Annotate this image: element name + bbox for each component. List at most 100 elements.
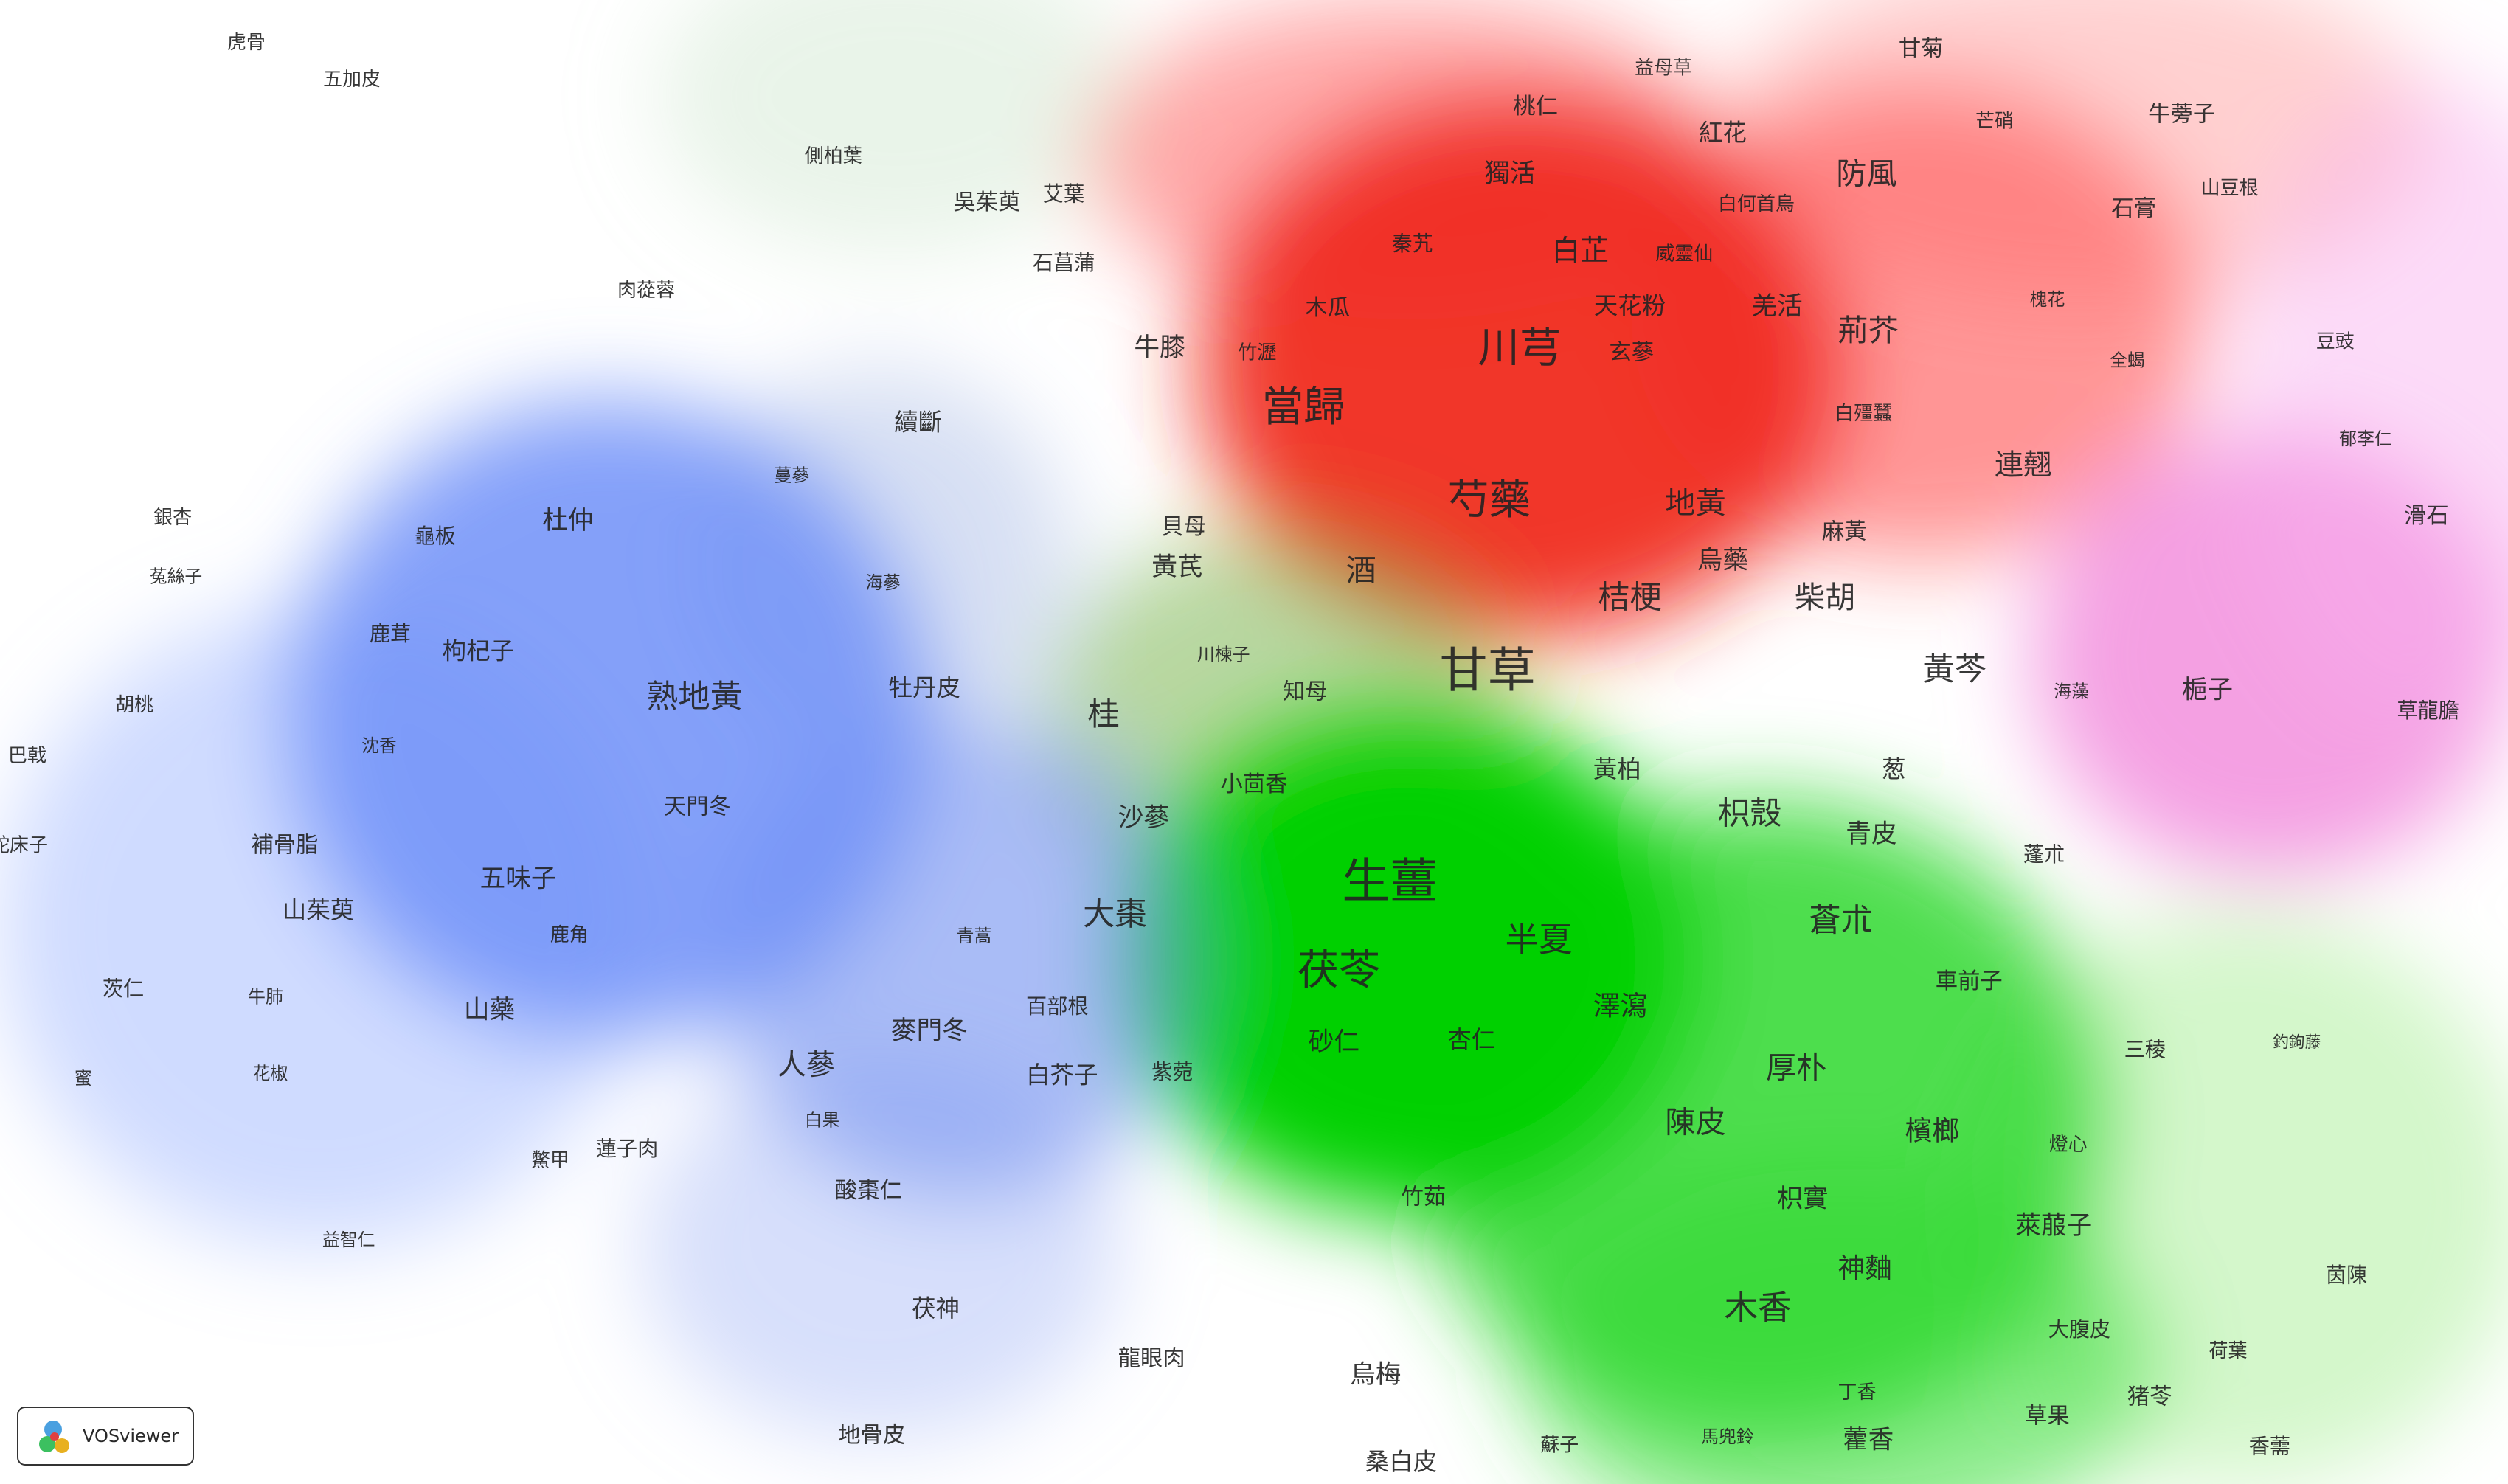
- term-label: 烏藥: [1697, 546, 1748, 575]
- term-label: 玄蔘: [1609, 340, 1654, 366]
- term-label: 甘菊: [1899, 36, 1944, 62]
- term-label: 荊芥: [1837, 313, 1898, 348]
- term-label: 續斷: [894, 409, 942, 437]
- term-label: 黃芩: [1922, 651, 1986, 688]
- term-label: 烏梅: [1350, 1360, 1401, 1390]
- term-label: 蓬朮: [2023, 842, 2065, 867]
- term-label: 五味子: [480, 864, 557, 894]
- term-label: 竹瀝: [1238, 342, 1276, 364]
- term-label: 草果: [2025, 1404, 2070, 1429]
- term-label: 山藥: [464, 995, 515, 1024]
- term-label: 茨仁: [103, 977, 144, 1001]
- term-label: 萊菔子: [2015, 1211, 2092, 1241]
- term-label: 牛蒡子: [2148, 102, 2215, 128]
- term-label: 人蔘: [777, 1049, 835, 1082]
- term-label: 花椒: [253, 1064, 288, 1084]
- term-label: 麥門冬: [891, 1016, 968, 1046]
- term-label: 神麯: [1837, 1252, 1892, 1284]
- term-label: 青蒿: [957, 926, 992, 946]
- term-label: 全蝎: [2110, 350, 2145, 371]
- term-label: 地骨皮: [838, 1423, 905, 1449]
- term-label: 紅花: [1699, 119, 1747, 147]
- term-label: 木瓜: [1305, 295, 1350, 321]
- term-label: 大棗: [1083, 896, 1147, 933]
- term-label: 芍藥: [1447, 476, 1531, 524]
- term-label: 石膏: [2111, 196, 2156, 222]
- term-label: 白何首烏: [1718, 193, 1795, 215]
- term-label: 蔓蔘: [774, 465, 809, 486]
- term-label: 當歸: [1262, 384, 1345, 431]
- term-label: 生薑: [1342, 854, 1438, 909]
- term-label: 蓮子肉: [596, 1137, 659, 1161]
- term-label: 龍眼肉: [1118, 1346, 1185, 1372]
- term-label: 銀杏: [153, 507, 192, 529]
- term-label: 桂: [1087, 696, 1119, 733]
- term-label: 蘇子: [1540, 1435, 1579, 1457]
- term-label: 豆豉: [2316, 331, 2355, 353]
- term-label: 海蔘: [865, 572, 901, 593]
- term-label: 側柏葉: [805, 145, 862, 167]
- term-label: 砂仁: [1309, 1027, 1359, 1057]
- term-label: 酒: [1346, 552, 1376, 588]
- term-label: 羌活: [1751, 291, 1802, 321]
- term-label: 巴戟: [8, 745, 46, 767]
- term-label: 天門冬: [664, 794, 731, 820]
- term-label: 沙蔘: [1118, 803, 1169, 833]
- term-label: 杏仁: [1447, 1026, 1495, 1054]
- term-label: 梔子: [2182, 676, 2233, 705]
- term-label: 枳實: [1777, 1184, 1828, 1213]
- term-label: 大腹皮: [2048, 1317, 2111, 1342]
- vosviewer-logo[interactable]: VOSviewer: [17, 1407, 194, 1466]
- term-label: 白芷: [1551, 235, 1609, 268]
- term-label: 白芥子: [1026, 1061, 1098, 1089]
- term-label: 茵陳: [2326, 1263, 2367, 1287]
- term-label: 蒼朮: [1809, 903, 1873, 940]
- term-label: 紫菀: [1151, 1060, 1193, 1084]
- term-label: 三稜: [2124, 1038, 2166, 1062]
- logo-text: VOSviewer: [83, 1426, 179, 1446]
- term-label: 熟地黃: [646, 679, 742, 715]
- term-label: 牛肺: [248, 987, 283, 1008]
- term-label: 益母草: [1635, 58, 1692, 80]
- logo-icon: [50, 1432, 59, 1441]
- term-label: 香薷: [2249, 1434, 2290, 1458]
- term-label: 甘草: [1440, 643, 1536, 698]
- term-label: 小茴香: [1220, 772, 1287, 797]
- term-label: 虎骨: [227, 32, 266, 54]
- term-label: 百部根: [1026, 994, 1089, 1019]
- term-label: 白殭蠶: [1835, 403, 1892, 425]
- term-label: 茯苓: [1298, 946, 1381, 994]
- term-label: 鹿茸: [370, 622, 411, 646]
- term-label: 陳皮: [1665, 1104, 1725, 1140]
- term-label: 槐花: [2030, 289, 2065, 310]
- term-label: 蜜: [75, 1068, 92, 1089]
- term-label: 鹿角: [550, 924, 589, 946]
- term-label: 天花粉: [1594, 291, 1666, 319]
- term-label: 石菖蒲: [1033, 251, 1095, 275]
- logo-icon: [39, 1436, 55, 1452]
- term-label: 荷葉: [2209, 1340, 2248, 1362]
- term-label: 黃芪: [1151, 552, 1202, 582]
- term-label: 丁香: [1837, 1381, 1876, 1404]
- term-label: 草龍膽: [2397, 698, 2459, 723]
- term-label: 鱉甲: [531, 1150, 569, 1172]
- term-label: 沈香: [361, 735, 397, 756]
- term-label: 獨活: [1484, 159, 1535, 188]
- term-label: 郁李仁: [2339, 429, 2392, 449]
- term-label: 厚朴: [1766, 1050, 1826, 1086]
- term-label: 貝母: [1161, 514, 1206, 540]
- term-label: 半夏: [1505, 920, 1572, 960]
- term-label: 桑白皮: [1365, 1448, 1438, 1476]
- term-label: 釣鉤藤: [2273, 1033, 2321, 1052]
- term-label: 五加皮: [323, 69, 381, 91]
- term-label: 檳榔: [1905, 1115, 1960, 1147]
- term-label: 茯神: [912, 1294, 960, 1322]
- term-label: 牛膝: [1134, 333, 1185, 363]
- term-label: 菟絲子: [150, 566, 203, 586]
- term-label: 桃仁: [1513, 94, 1558, 119]
- term-label: 芒硝: [1975, 110, 2014, 132]
- term-label: 知母: [1283, 679, 1328, 704]
- term-label: 防風: [1836, 156, 1896, 192]
- term-label: 海藻: [2054, 681, 2089, 701]
